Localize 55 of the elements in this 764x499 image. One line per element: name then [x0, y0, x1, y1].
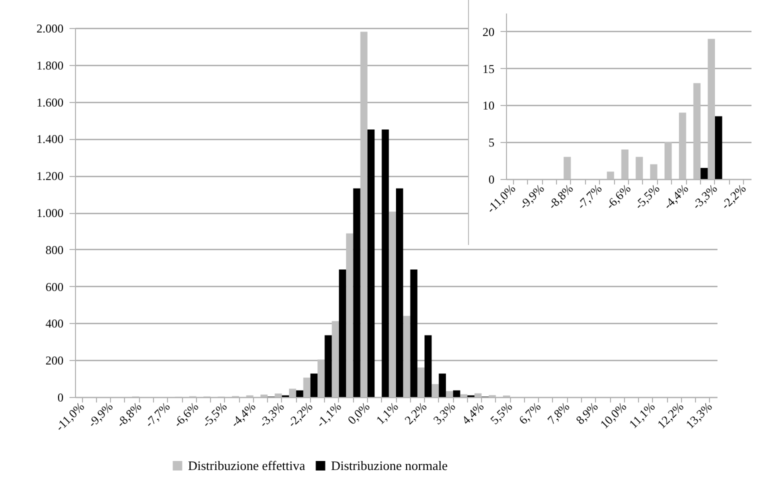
y-tick-label: 1.000: [36, 206, 64, 220]
y-tick-label: 0: [58, 390, 64, 404]
bar: [460, 394, 468, 397]
bar: [664, 142, 672, 179]
bar: [678, 112, 686, 179]
y-tick-label: 10: [482, 98, 494, 113]
bar: [700, 168, 708, 179]
bar: [417, 367, 425, 397]
bar: [296, 390, 304, 397]
y-tick-label: 600: [46, 280, 64, 294]
y-tick-label: 5: [488, 136, 494, 150]
bar: [367, 129, 375, 397]
y-tick-label: 15: [482, 62, 494, 76]
bar: [332, 321, 339, 397]
y-tick-label: 0: [488, 172, 494, 186]
bar: [310, 374, 318, 397]
legend-label: Distribuzione normale: [331, 458, 448, 473]
bar: [438, 374, 446, 397]
y-tick-label: 200: [46, 354, 64, 368]
bar: [274, 393, 282, 397]
y-tick-label: 20: [482, 24, 494, 39]
bar: [403, 316, 410, 397]
y-tick-label: 1.200: [36, 169, 64, 184]
bar: [289, 388, 296, 397]
bar: [324, 335, 332, 397]
bar: [621, 149, 628, 179]
bar: [388, 212, 396, 397]
y-tick-label: 1.600: [36, 95, 64, 110]
bar: [346, 233, 354, 397]
bar: [360, 32, 368, 397]
bar: [318, 360, 325, 397]
bar: [693, 83, 701, 179]
bar: [714, 116, 722, 179]
y-tick-label: 400: [46, 316, 64, 331]
y-tick-label: 2.000: [36, 22, 64, 36]
legend-label: Distribuzione effettiva: [188, 458, 306, 473]
bar: [382, 129, 389, 397]
bar: [338, 270, 346, 397]
bar: [453, 390, 460, 397]
y-tick-label: 1.800: [36, 58, 64, 72]
bar: [708, 38, 715, 179]
bar: [410, 270, 418, 397]
bar: [636, 156, 643, 179]
bar: [606, 172, 614, 179]
y-tick-label: 800: [46, 242, 64, 257]
bar: [303, 378, 310, 397]
bar: [432, 384, 439, 397]
bar: [474, 393, 482, 397]
bar: [650, 164, 658, 179]
bar: [564, 156, 571, 179]
bar: [353, 188, 360, 397]
bar: [396, 188, 404, 397]
bar: [446, 391, 454, 397]
bar: [424, 335, 432, 397]
y-tick-label: 1.400: [36, 132, 64, 146]
